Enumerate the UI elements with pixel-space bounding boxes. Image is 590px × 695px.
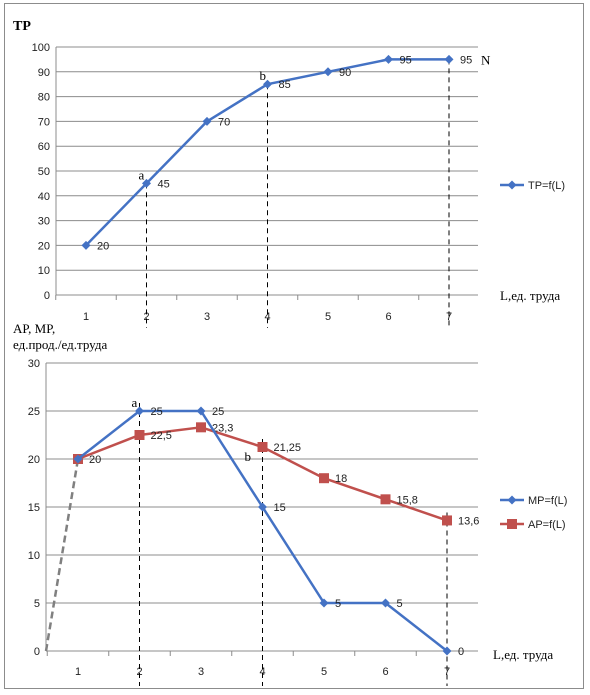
tp-y-tick-label: 50	[38, 166, 50, 178]
apmp-y-tick-label: 10	[28, 550, 40, 562]
tp-x-tick-label: 1	[83, 311, 89, 323]
apmp-x-tick-label: 1	[75, 666, 81, 678]
apmp-legend-marker	[507, 495, 517, 505]
apmp-data-label: 20	[89, 454, 101, 466]
apmp-data-label: 22,5	[151, 430, 172, 442]
apmp-annotation-a: a	[132, 395, 138, 410]
apmp-y-tick-label: 25	[28, 406, 40, 418]
apmp-x-axis-title: L,ед. труда	[493, 647, 553, 662]
apmp-ap-point	[380, 494, 391, 505]
apmp-y-tick-label: 5	[34, 598, 40, 610]
apmp-y-axis-title-line1: AP, MP,	[13, 321, 55, 336]
tp-annotation-b: b	[260, 68, 267, 83]
apmp-ap-point	[257, 442, 268, 452]
apmp-data-label: 25	[151, 406, 163, 418]
tp-tp-point	[384, 54, 393, 64]
tp-x-axis-title: L,ед. труда	[500, 288, 560, 303]
apmp-y-tick-label: 15	[28, 502, 40, 514]
tp-x-tick-label: 6	[385, 311, 391, 323]
tp-y-tick-label: 20	[38, 240, 50, 252]
apmp-x-tick-label: 5	[321, 666, 327, 678]
tp-data-label: 95	[460, 54, 472, 66]
apmp-data-label: 23,3	[212, 422, 233, 434]
tp-tp-point	[444, 54, 454, 64]
apmp-ap-point	[196, 422, 206, 433]
tp-data-label: 85	[279, 79, 291, 91]
apmp-data-label: 25	[212, 406, 224, 418]
tp-y-tick-label: 30	[38, 216, 50, 228]
apmp-data-label: 15	[274, 502, 286, 514]
apmp-x-tick-label: 7	[444, 666, 450, 678]
chart-frame	[4, 3, 584, 689]
tp-tp-point	[323, 67, 333, 77]
tp-tp-point	[263, 79, 272, 89]
apmp-mp-point	[73, 454, 83, 464]
tp-data-label: 90	[339, 67, 351, 79]
tp-y-tick-label: 60	[38, 141, 50, 153]
apmp-ap-point	[319, 473, 329, 484]
apmp-legend-marker	[507, 519, 517, 529]
tp-x-tick-label: 5	[325, 311, 331, 323]
tp-y-tick-label: 70	[38, 116, 50, 128]
apmp-y-tick-label: 0	[34, 646, 40, 658]
apmp-legend-label: MP=f(L)	[528, 495, 567, 507]
tp-data-label: 95	[400, 54, 412, 66]
apmp-data-label: 5	[397, 598, 403, 610]
tp-x-tick-label: 3	[204, 311, 210, 323]
apmp-data-label: 18	[335, 473, 347, 485]
apmp-mp-point	[319, 598, 329, 608]
tp-data-label: 20	[97, 240, 109, 252]
tp-data-label: 70	[218, 116, 230, 128]
tp-y-tick-label: 100	[32, 42, 50, 54]
apmp-mp-point	[442, 646, 452, 656]
tp-data-label: 45	[158, 178, 170, 190]
tp-x-tick-label: 7	[446, 311, 452, 323]
tp-legend-label: TP=f(L)	[528, 180, 565, 192]
apmp-x-tick-label: 3	[198, 666, 204, 678]
tp-y-tick-label: 0	[44, 290, 50, 302]
apmp-mp-point	[135, 406, 144, 416]
apmp-x-tick-label: 2	[136, 666, 142, 678]
apmp-y-tick-label: 30	[28, 358, 40, 370]
apmp-y-tick-label: 20	[28, 454, 40, 466]
tp-chart-title: TP	[13, 19, 31, 34]
apmp-y-axis-title-line2: ед.прод./ед.труда	[13, 337, 107, 352]
tp-x-tick-label: 4	[264, 311, 270, 323]
tp-y-tick-label: 90	[38, 67, 50, 79]
tp-tp-point	[202, 116, 212, 126]
apmp-chart: 0 5 10 15 20 25 30 1 2 3 4 5 6 7 22,5 23,3 21,25 18 15,8 13…	[28, 358, 567, 686]
apmp-mp-point	[196, 406, 206, 416]
tp-y-tick-label: 10	[38, 265, 50, 277]
tp-tp-point	[142, 178, 151, 188]
tp-y-tick-label: 80	[38, 92, 50, 104]
apmp-mp-point	[258, 502, 267, 512]
apmp-data-label: 0	[458, 646, 464, 658]
apmp-data-label: 21,25	[274, 442, 302, 454]
apmp-data-label: 15,8	[397, 494, 418, 506]
apmp-data-label: 5	[335, 598, 341, 610]
tp-y-tick-label: 40	[38, 191, 50, 203]
apmp-ap-point	[134, 430, 145, 440]
apmp-x-tick-label: 4	[259, 666, 265, 678]
apmp-data-label: 13,6	[458, 515, 479, 527]
apmp-mp-point	[381, 598, 390, 608]
tp-tp-point	[81, 240, 91, 250]
tp-x-tick-label: 2	[143, 311, 149, 323]
tp-legend-marker	[507, 180, 517, 190]
apmp-annotation-b: b	[245, 449, 252, 464]
apmp-legend-label: AP=f(L)	[528, 519, 566, 531]
apmp-x-tick-label: 6	[382, 666, 388, 678]
apmp-ap-point	[442, 515, 452, 526]
tp-annotation-N: N	[481, 52, 491, 67]
tp-annotation-a: a	[139, 167, 145, 182]
